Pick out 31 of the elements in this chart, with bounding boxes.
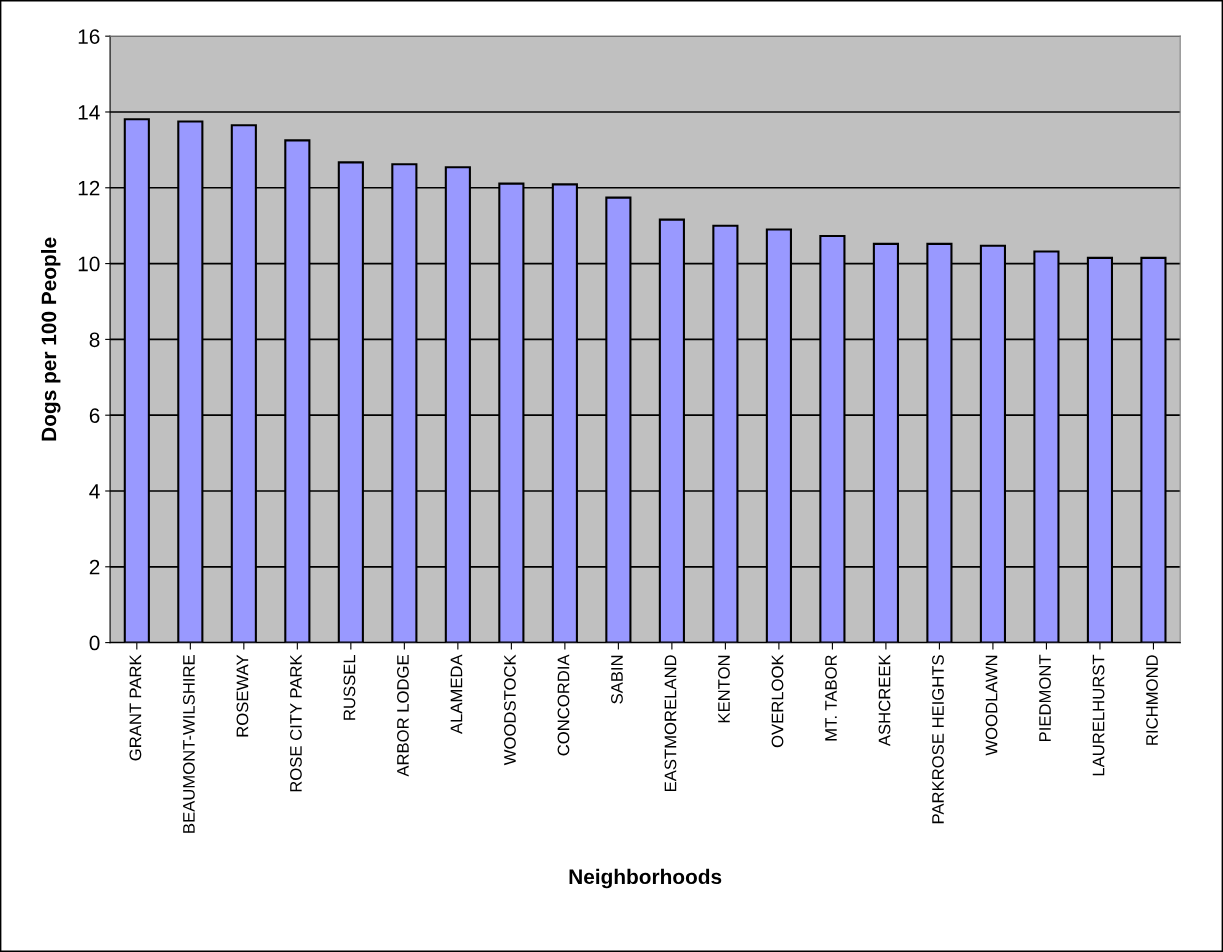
x-tick-label: OVERLOOK <box>771 654 784 748</box>
y-tick-label: 14 <box>78 105 100 120</box>
x-tick-label: RICHMOND <box>1146 655 1158 745</box>
x-tick-label: RUSSEL <box>343 654 356 720</box>
x-tick-label: WOODLAWN <box>985 655 998 756</box>
y-tick-label: 6 <box>89 408 100 423</box>
x-tick-label: SABIN <box>611 655 623 704</box>
y-tick-label: 10 <box>78 256 100 272</box>
x-tick-label: WOODSTOCK <box>504 654 516 766</box>
x-tick-label: MT. TABOR <box>825 655 837 741</box>
x-tick-label: BEAUMONT-WILSHIRE <box>183 655 195 833</box>
y-axis-title: Dogs per 100 People <box>41 237 61 441</box>
x-tick-label: ALAMEDA <box>450 654 463 735</box>
x-tick-label: ASHCREEK <box>878 654 891 747</box>
x-tick-label: LAURELHURST <box>1092 654 1105 776</box>
x-tick-label: ROSEWAY <box>236 654 249 737</box>
y-tick-label: 0 <box>89 635 100 651</box>
x-tick-label: PARKROSE HEIGHTS <box>932 655 944 824</box>
x-tick-label: KENTON <box>718 655 730 723</box>
y-tick-label: 16 <box>78 29 100 44</box>
y-tick-label: 4 <box>89 484 100 499</box>
y-tick-label: 12 <box>78 180 100 196</box>
x-tick-label: ARBOR LODGE <box>397 655 409 777</box>
x-tick-label: EASTMORELAND <box>664 655 677 792</box>
x-tick-label: ROSE CITY PARK <box>290 654 302 792</box>
y-tick-label: 8 <box>89 332 100 348</box>
y-tick-label: 2 <box>89 559 100 575</box>
x-tick-label: PIEDMONT <box>1039 654 1051 741</box>
x-axis-title: Neighborhoods <box>569 868 722 889</box>
x-tick-label: GRANT PARK <box>129 654 142 761</box>
x-tick-label: CONCORDIA <box>557 654 570 756</box>
